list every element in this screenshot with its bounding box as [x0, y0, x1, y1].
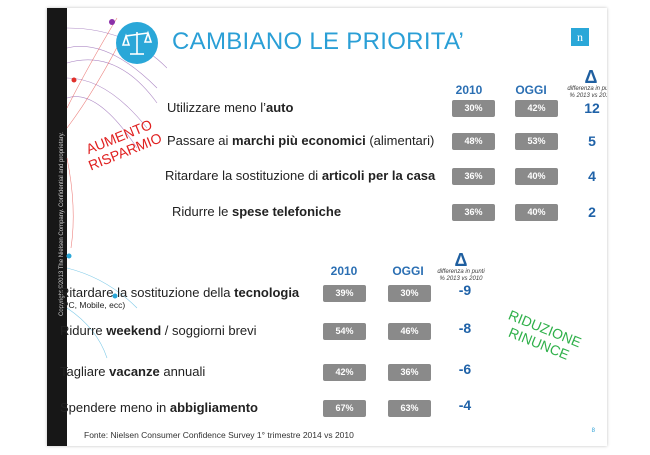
- bottom-header-2010: 2010: [330, 264, 358, 278]
- row-label: Utilizzare meno l’auto: [167, 100, 293, 115]
- delta-symbol: Δ: [454, 250, 468, 270]
- label-pre: Ridurre le: [172, 204, 232, 219]
- value-2010: 36%: [452, 204, 495, 221]
- delta-value: 5: [588, 133, 596, 149]
- top-header-oggi: OGGI: [515, 83, 547, 97]
- delta-value: -4: [458, 397, 472, 413]
- label-bold: marchi più economici: [232, 133, 366, 148]
- label-post: annuali: [159, 364, 206, 379]
- delta-value: -6: [458, 361, 472, 377]
- page-title: CAMBIANO LE PRIORITA’: [172, 28, 465, 55]
- label-pre: Ridurre: [60, 323, 107, 338]
- decorative-lines: [66, 17, 167, 359]
- label-bold: abbigliamento: [169, 400, 258, 415]
- label-bold: tecnologia: [234, 285, 300, 300]
- row-label: Ridurre weekend / soggiorni brevi: [60, 323, 257, 338]
- label-bold: vacanze: [109, 364, 160, 379]
- value-2010: 39%: [323, 285, 366, 302]
- delta-value: 2: [588, 204, 596, 220]
- row-label: Tagliare vacanze annuali: [60, 364, 205, 379]
- stamp-riduzione-rinunce: RIDUZIONE RINUNCE: [499, 306, 585, 366]
- value-oggi: 53%: [515, 133, 558, 150]
- label-bold: articoli per la casa: [321, 168, 436, 183]
- value-oggi: 63%: [388, 400, 431, 417]
- delta-note: differenza in punti % 2013 vs 2010: [567, 86, 607, 99]
- value-2010: 54%: [323, 323, 366, 340]
- value-oggi: 40%: [515, 204, 558, 221]
- page-number: 8: [591, 428, 595, 434]
- bottom-delta-header: Δ differenza in punti % 2013 vs 2010: [437, 251, 485, 283]
- left-band: [47, 8, 67, 446]
- label-bold: spese telefoniche: [231, 204, 342, 219]
- label-post: / soggiorni brevi: [161, 323, 257, 338]
- stamp-text: RIDUZIONE RINUNCE: [506, 306, 584, 363]
- value-oggi: 42%: [515, 100, 558, 117]
- value-2010: 48%: [452, 133, 495, 150]
- delta-value: -8: [458, 320, 472, 336]
- label-bold: weekend: [106, 323, 162, 338]
- row-label: Passare ai marchi più economici (aliment…: [167, 133, 434, 148]
- nielsen-logo: n: [571, 28, 589, 46]
- delta-value: 4: [588, 168, 596, 184]
- delta-value: 12: [584, 100, 600, 116]
- delta-symbol: Δ: [584, 67, 598, 87]
- label-pre: Spendere meno in: [60, 400, 170, 415]
- label-pre: Ritardare la sostituzione di: [165, 168, 322, 183]
- value-2010: 30%: [452, 100, 495, 117]
- value-oggi: 46%: [388, 323, 431, 340]
- row-label: Spendere meno in abbigliamento: [60, 400, 258, 415]
- top-delta-header: Δ differenza in punti % 2013 vs 2010: [567, 68, 607, 100]
- row-sublabel: (PC, Mobile, ecc): [60, 300, 126, 310]
- delta-value: -9: [458, 282, 472, 298]
- slide: Copyright ©2013 The Nielsen Company. Con…: [47, 8, 607, 446]
- value-oggi: 30%: [388, 285, 431, 302]
- label-pre: Ritardare la sostituzione della: [60, 285, 235, 300]
- row-label: Ritardare la sostituzione di articoli pe…: [165, 168, 435, 183]
- delta-note: differenza in punti % 2013 vs 2010: [437, 269, 485, 282]
- label-pre: Utilizzare meno l’: [167, 100, 266, 115]
- value-oggi: 40%: [515, 168, 558, 185]
- label-bold: auto: [265, 100, 294, 115]
- value-oggi: 36%: [388, 364, 431, 381]
- bottom-header-oggi: OGGI: [392, 264, 424, 278]
- value-2010: 67%: [323, 400, 366, 417]
- label-pre: Passare ai: [167, 133, 233, 148]
- label-post: (alimentari): [365, 133, 435, 148]
- source-footer: Fonte: Nielsen Consumer Confidence Surve…: [84, 430, 354, 440]
- row-label: Ridurre le spese telefoniche: [172, 204, 341, 219]
- top-header-2010: 2010: [455, 83, 483, 97]
- row-label: Ritardare la sostituzione della tecnolog…: [60, 285, 299, 300]
- label-pre: Tagliare: [60, 364, 110, 379]
- value-2010: 36%: [452, 168, 495, 185]
- value-2010: 42%: [323, 364, 366, 381]
- scale-icon: [116, 22, 158, 64]
